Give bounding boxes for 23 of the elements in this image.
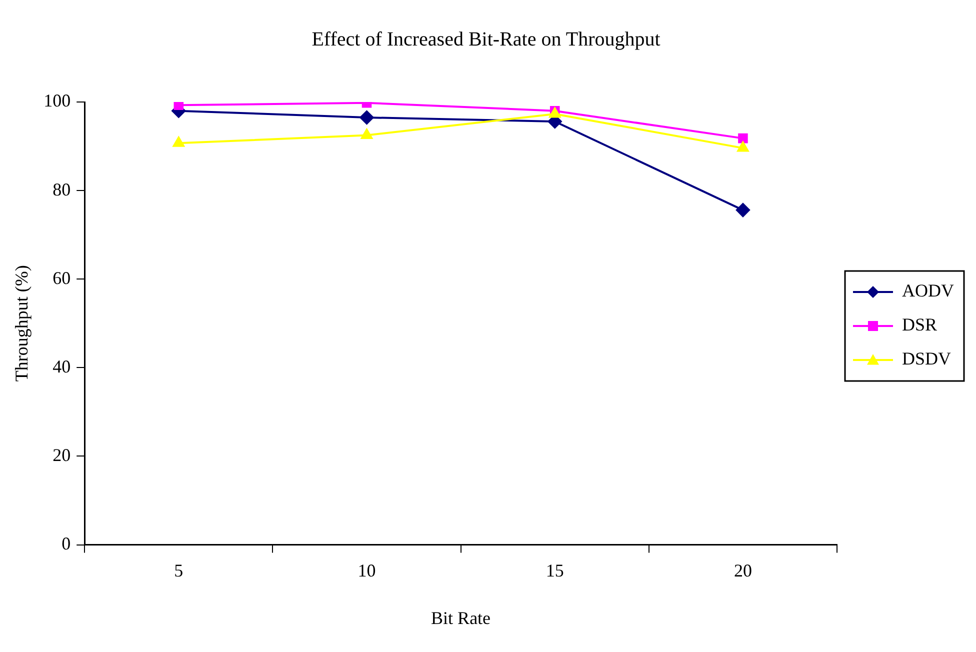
y-tick-label: 20 [52, 444, 71, 465]
point [360, 128, 373, 139]
point [172, 136, 184, 147]
point [736, 203, 750, 218]
y-tick-label: 40 [52, 356, 71, 376]
y-tick-label: 0 [62, 534, 71, 554]
point [738, 133, 748, 144]
x-tick-label: 20 [734, 560, 752, 580]
y-axis-title: Throughput (%) [12, 265, 32, 382]
point [174, 102, 184, 110]
point [737, 142, 749, 152]
chart-title: Effect of Increased Bit-Rate on Throughput [312, 28, 661, 50]
x-axis-title: Bit Rate [431, 608, 491, 628]
x-tick-label: 5 [174, 560, 184, 580]
y-tick-label: 80 [52, 179, 71, 200]
y-tick-label: 60 [52, 268, 71, 288]
point [360, 110, 374, 124]
x-tick-label: 10 [358, 560, 376, 580]
legend-label: DSR [902, 314, 938, 335]
y-tick-label: 100 [44, 90, 71, 111]
x-tick-label: 15 [546, 560, 564, 580]
legend-label: AODV [902, 280, 954, 301]
legend-label: DSDV [902, 348, 952, 369]
